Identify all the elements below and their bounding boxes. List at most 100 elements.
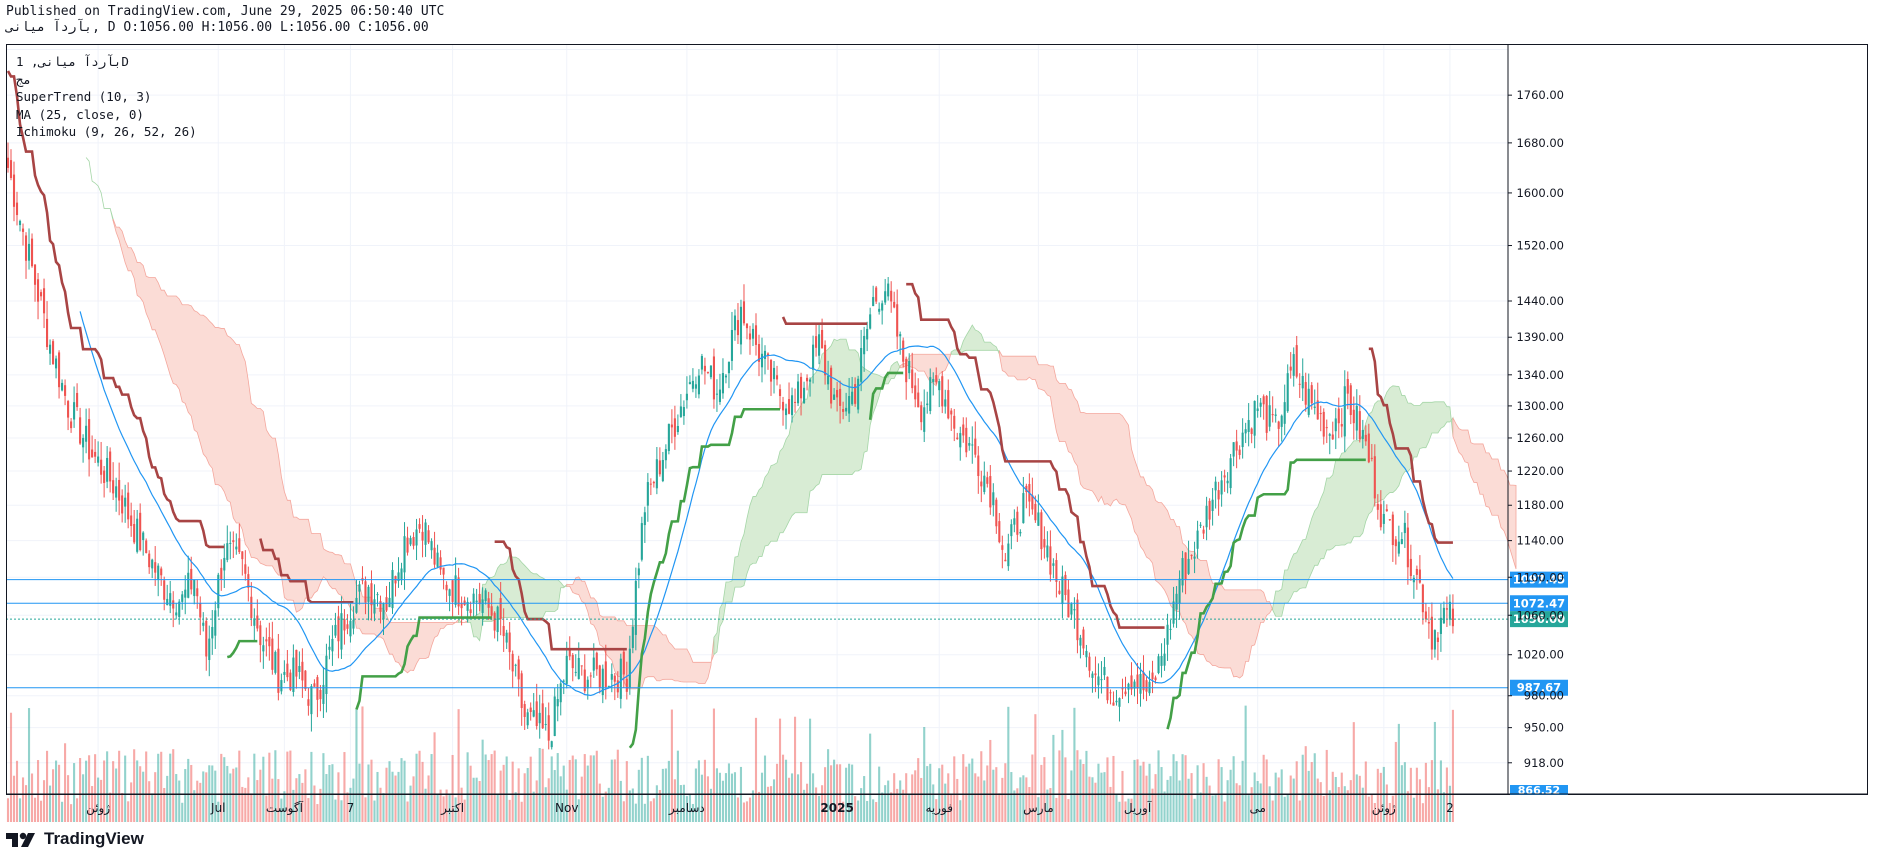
- volume-bar: [935, 799, 938, 822]
- volume-bar: [769, 786, 773, 822]
- candle-body: [469, 609, 472, 614]
- volume-bar: [355, 708, 358, 822]
- candle-body: [935, 375, 938, 383]
- legend-symbol[interactable]: بآردآ میانی, 1D: [16, 54, 129, 69]
- volume-bar: [655, 785, 658, 822]
- volume-bar: [1451, 709, 1454, 822]
- volume-bar: [787, 777, 791, 822]
- candle-body: [565, 655, 568, 684]
- candle-body: [775, 375, 779, 380]
- volume-bar: [887, 780, 890, 822]
- volume-bar: [553, 770, 556, 822]
- volume-bar: [1055, 797, 1058, 822]
- price-line-tag: [1510, 679, 1568, 696]
- legend-supertrend[interactable]: SuperTrend (10, 3): [16, 89, 152, 104]
- candle-body: [253, 618, 256, 626]
- volume-bar: [619, 780, 622, 822]
- volume-bar: [244, 787, 247, 822]
- volume-bar: [577, 799, 580, 822]
- volume-bar: [998, 793, 1001, 822]
- legend-ma[interactable]: MA (25, close, 0): [16, 106, 144, 122]
- candle-body: [1247, 420, 1250, 432]
- volume-bar: [9, 712, 13, 822]
- candle-body: [1316, 400, 1319, 420]
- chart-area[interactable]: 1097.45 1072.47 987.67 1056.00 918.00 950.00 9…: [6, 44, 1868, 822]
- candle-body: [643, 512, 646, 526]
- y-tick-label: 1100.00: [1516, 570, 1564, 584]
- volume-bar: [920, 777, 923, 822]
- candle-body: [1181, 558, 1184, 586]
- candle-body: [454, 575, 457, 605]
- chart-svg[interactable]: 1097.45 1072.47 987.67 1056.00 918.00 950.00 9…: [6, 44, 1868, 822]
- candle-body: [1109, 692, 1112, 694]
- symbol-name: بآردآ میانی: [6, 20, 93, 35]
- volume-bar: [82, 774, 85, 822]
- candle-body: [863, 335, 866, 355]
- candle-body: [82, 437, 85, 448]
- volume-bar: [1352, 722, 1355, 822]
- candle-body: [839, 388, 842, 406]
- volume-bar: [118, 750, 121, 822]
- candle-body: [319, 690, 322, 700]
- volume-bar: [220, 753, 223, 822]
- volume-bar: [286, 751, 289, 822]
- candle-body: [709, 365, 712, 378]
- volume-bar: [196, 780, 199, 822]
- supertrend-line: [6, 70, 225, 549]
- candle-body: [833, 394, 836, 400]
- volume-bar: [373, 800, 376, 822]
- candle-body: [878, 308, 881, 312]
- volume-bar: [400, 758, 403, 822]
- candle-body: [980, 481, 983, 487]
- candle-body: [577, 657, 580, 679]
- volume-bar: [109, 792, 112, 822]
- candle-body: [824, 344, 827, 376]
- volume-bar: [646, 755, 649, 822]
- candle-body: [1016, 511, 1019, 535]
- candle-body: [58, 352, 61, 388]
- volume-bar: [959, 800, 962, 822]
- volume-bar: [854, 796, 857, 822]
- volume-bar: [343, 752, 346, 822]
- x-tick-label: 2: [1446, 801, 1454, 815]
- candle-body: [145, 540, 148, 553]
- volume-bar: [238, 750, 241, 822]
- candle-body: [1103, 666, 1106, 676]
- volume-bar: [436, 794, 439, 822]
- volume-bar: [980, 751, 983, 822]
- supertrend-line: [868, 371, 904, 420]
- legend-ichimoku[interactable]: Ichimoku (9, 26, 52, 26): [16, 124, 197, 139]
- volume-bar: [866, 801, 869, 822]
- candle-body: [70, 421, 73, 429]
- candle-body: [1235, 441, 1238, 451]
- candle-body: [658, 460, 661, 475]
- candle-body: [532, 710, 535, 717]
- candle-body: [1187, 558, 1190, 574]
- volume-bar: [346, 792, 349, 822]
- candle-body: [1175, 593, 1178, 610]
- volume-bar: [664, 768, 667, 822]
- candle-body: [682, 407, 685, 417]
- candle-body: [1094, 673, 1097, 676]
- candle-body: [91, 449, 94, 458]
- volume-bar: [1346, 790, 1349, 822]
- volume-bar: [1151, 788, 1154, 822]
- candle-body: [1292, 354, 1295, 376]
- candle-body: [523, 704, 526, 717]
- volume-bar: [1025, 777, 1028, 822]
- ohlc-values: O:1056.00 H:1056.00 L:1056.00 C:1056.00: [123, 20, 429, 35]
- volume-bar: [1316, 778, 1319, 822]
- volume-bar: [247, 777, 250, 822]
- candle-body: [601, 668, 604, 696]
- candle-body: [842, 409, 845, 412]
- candle-body: [941, 376, 944, 407]
- bottom-price-label: 866.52: [1518, 784, 1560, 797]
- volume-bar: [15, 760, 19, 822]
- candle-body: [559, 683, 562, 703]
- volume-bar: [1133, 759, 1136, 822]
- volume-bar: [460, 787, 463, 822]
- legend-exchange: مج: [16, 71, 32, 87]
- ma-line: [79, 311, 1454, 697]
- candle-body: [1409, 558, 1412, 577]
- volume-bar: [403, 760, 406, 822]
